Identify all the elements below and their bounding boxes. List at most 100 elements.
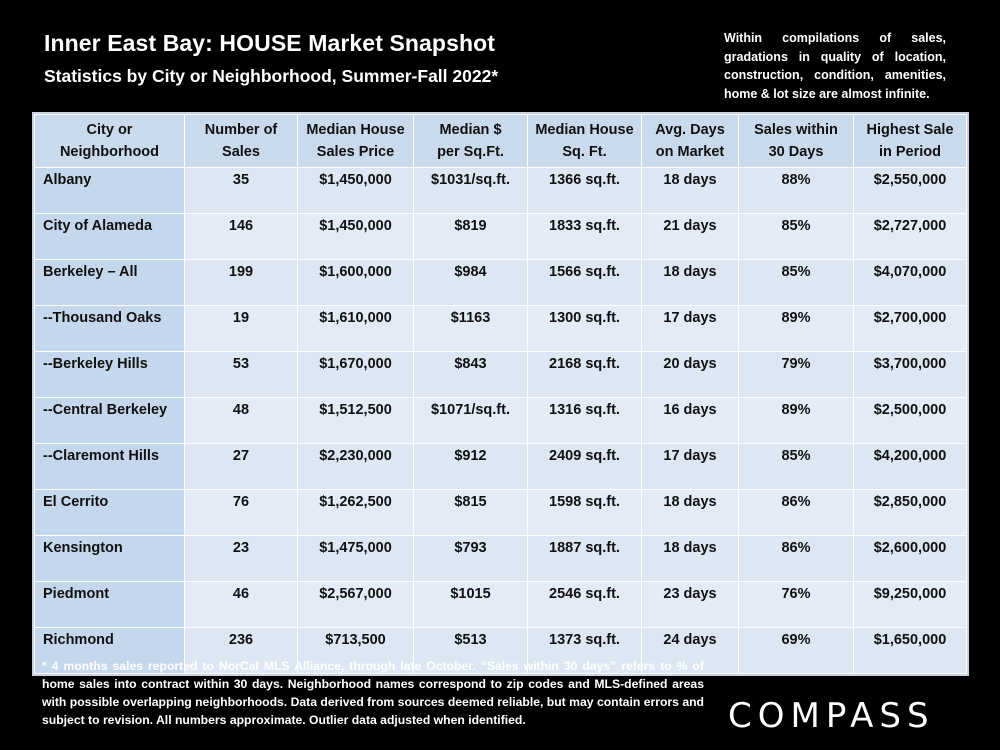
- column-header: Median $ per Sq.Ft.: [413, 114, 528, 168]
- table-cell: 18 days: [641, 535, 739, 582]
- table-cell: 89%: [738, 305, 854, 352]
- column-header: Median House Sales Price: [297, 114, 414, 168]
- table-row: --Thousand Oaks 19 $1,610,000 $1163 1300 sq.…: [34, 305, 967, 352]
- table-cell: 16 days: [641, 397, 739, 444]
- table-cell: $2,550,000: [853, 167, 967, 214]
- table-row: --Berkeley Hills 53 $1,670,000 $843 2168 sq.…: [34, 351, 967, 398]
- table-row: --Central Berkeley 48 $1,512,500 $1071/sq.f…: [34, 397, 967, 444]
- table-row: El Cerrito 76 $1,262,500 $815 1598 sq.ft. 18 …: [34, 489, 967, 536]
- table-cell: $843: [413, 351, 528, 398]
- table-cell: 1366 sq.ft.: [527, 167, 642, 214]
- table-cell: $3,700,000: [853, 351, 967, 398]
- page-subtitle: Statistics by City or Neighborhood, Summ…: [44, 66, 499, 86]
- page-title: Inner East Bay: HOUSE Market Snapshot: [44, 30, 496, 56]
- column-header: Median House Sq. Ft.: [527, 114, 642, 168]
- table-cell: 85%: [738, 213, 854, 260]
- table-cell: 146: [184, 213, 298, 260]
- table-cell: $1,262,500: [297, 489, 414, 536]
- table-cell: $2,727,000: [853, 213, 967, 260]
- table-cell: $2,700,000: [853, 305, 967, 352]
- table-cell: 35: [184, 167, 298, 214]
- table-cell: 23: [184, 535, 298, 582]
- table-cell: 86%: [738, 489, 854, 536]
- table-row: Kensington 23 $1,475,000 $793 1887 sq.ft. 18 …: [34, 535, 967, 582]
- table-row: City of Alameda 146 $1,450,000 $819 1833 sq.…: [34, 213, 967, 260]
- table-cell: 21 days: [641, 213, 739, 260]
- table-cell: $2,850,000: [853, 489, 967, 536]
- row-name-cell: Piedmont: [34, 581, 185, 628]
- table-cell: $1,600,000: [297, 259, 414, 306]
- row-name-cell: Albany: [34, 167, 185, 214]
- table-cell: 1316 sq.ft.: [527, 397, 642, 444]
- table-cell: 88%: [738, 167, 854, 214]
- table-row: Richmond 236 $713,500 $513 1373 sq.ft. 24 day…: [34, 627, 967, 674]
- footnote: * 4 months sales reported to NorCal MLS …: [42, 659, 704, 727]
- table-cell: $4,070,000: [853, 259, 967, 306]
- table-cell: 17 days: [641, 305, 739, 352]
- table-cell: $2,500,000: [853, 397, 967, 444]
- table-cell: 86%: [738, 535, 854, 582]
- table-cell: 19: [184, 305, 298, 352]
- table-body: Albany 35 $1,450,000 $1031/sq.ft. 1366 sq.ft…: [34, 167, 967, 674]
- table-cell: $1031/sq.ft.: [413, 167, 528, 214]
- table-cell: $2,230,000: [297, 443, 414, 490]
- table-cell: $1,650,000: [853, 627, 967, 674]
- table-cell: $2,600,000: [853, 535, 967, 582]
- row-name-cell: Berkeley – All: [34, 259, 185, 306]
- table-cell: 1887 sq.ft.: [527, 535, 642, 582]
- table-cell: 20 days: [641, 351, 739, 398]
- table-cell: 18 days: [641, 489, 739, 536]
- table-cell: 199: [184, 259, 298, 306]
- table-cell: 69%: [738, 627, 854, 674]
- table-cell: 89%: [738, 397, 854, 444]
- table-cell: 85%: [738, 259, 854, 306]
- column-header: Avg. Days on Market: [641, 114, 739, 168]
- table-cell: $1071/sq.ft.: [413, 397, 528, 444]
- table-cell: $815: [413, 489, 528, 536]
- table-cell: $1,610,000: [297, 305, 414, 352]
- column-header: Sales within 30 Days: [738, 114, 854, 168]
- side-note: Within compilations of sales, gradations…: [724, 31, 946, 101]
- row-name-cell: --Thousand Oaks: [34, 305, 185, 352]
- table-cell: $984: [413, 259, 528, 306]
- table-cell: 23 days: [641, 581, 739, 628]
- market-table: City or Neighborhood Number of Sales Media…: [34, 114, 967, 674]
- table-cell: 17 days: [641, 443, 739, 490]
- table-cell: $513: [413, 627, 528, 674]
- row-name-cell: --Claremont Hills: [34, 443, 185, 490]
- table-cell: 76: [184, 489, 298, 536]
- table-cell: 79%: [738, 351, 854, 398]
- row-name-cell: Kensington: [34, 535, 185, 582]
- table-cell: 24 days: [641, 627, 739, 674]
- table-cell: $1,475,000: [297, 535, 414, 582]
- table-cell: 53: [184, 351, 298, 398]
- table-cell: $1015: [413, 581, 528, 628]
- table-cell: 76%: [738, 581, 854, 628]
- table-cell: 1300 sq.ft.: [527, 305, 642, 352]
- table-cell: $912: [413, 443, 528, 490]
- table-cell: $2,567,000: [297, 581, 414, 628]
- column-header: Highest Sale in Period: [853, 114, 967, 168]
- compass-logo: COMPASS: [728, 696, 935, 736]
- table-cell: 1566 sq.ft.: [527, 259, 642, 306]
- table-cell: $1,450,000: [297, 213, 414, 260]
- row-name-cell: --Central Berkeley: [34, 397, 185, 444]
- column-header: City or Neighborhood: [34, 114, 185, 168]
- table-cell: 1833 sq.ft.: [527, 213, 642, 260]
- table-cell: 18 days: [641, 259, 739, 306]
- table-cell: 1598 sq.ft.: [527, 489, 642, 536]
- table-row: Berkeley – All 199 $1,600,000 $984 1566 sq.f…: [34, 259, 967, 306]
- table-cell: 1373 sq.ft.: [527, 627, 642, 674]
- table-cell: 46: [184, 581, 298, 628]
- table-cell: 2168 sq.ft.: [527, 351, 642, 398]
- table-header-row: City or Neighborhood Number of Sales Media…: [34, 114, 967, 168]
- table-cell: $1,450,000: [297, 167, 414, 214]
- table-cell: 18 days: [641, 167, 739, 214]
- table-cell: $713,500: [297, 627, 414, 674]
- table-row: --Claremont Hills 27 $2,230,000 $912 2409 sq…: [34, 443, 967, 490]
- table-cell: 2409 sq.ft.: [527, 443, 642, 490]
- column-header: Number of Sales: [184, 114, 298, 168]
- table-row: Piedmont 46 $2,567,000 $1015 2546 sq.ft. 23 d…: [34, 581, 967, 628]
- table-cell: 2546 sq.ft.: [527, 581, 642, 628]
- row-name-cell: --Berkeley Hills: [34, 351, 185, 398]
